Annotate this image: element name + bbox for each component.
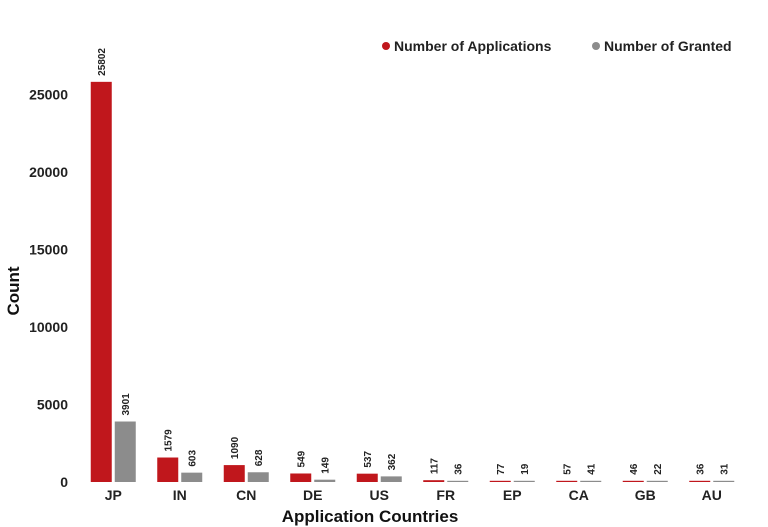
data-label: 362 — [387, 453, 398, 470]
bar-cn-applications — [223, 465, 245, 482]
bar-ep-granted — [513, 480, 535, 482]
bar-ca-granted — [580, 480, 602, 482]
y-tick-label: 15000 — [29, 241, 68, 257]
x-tick-label-us: US — [370, 487, 389, 503]
x-tick-label-ca: CA — [569, 487, 589, 503]
bar-ep-applications — [489, 480, 511, 482]
x-tick-label-fr: FR — [436, 487, 455, 503]
legend-label-granted: Number of Granted — [604, 38, 732, 54]
data-label: 537 — [363, 451, 374, 468]
data-labels: 25802 3901 1579 603 1090 628 549 149 537 362 117 36… — [97, 48, 731, 475]
legend-swatch-granted — [592, 42, 600, 50]
x-tick-label-in: IN — [173, 487, 187, 503]
y-tick-label: 25000 — [29, 86, 68, 102]
legend-label-applications: Number of Applications — [394, 38, 552, 54]
data-label: 25802 — [97, 48, 108, 76]
y-tick-label: 5000 — [37, 396, 68, 412]
x-tick-label-cn: CN — [236, 487, 256, 503]
x-axis-title: Application Countries — [282, 507, 459, 526]
data-label: 149 — [320, 457, 331, 474]
y-tick-label: 10000 — [29, 319, 68, 335]
bar-us-applications — [356, 473, 378, 482]
data-label: 549 — [296, 450, 307, 467]
y-axis-title: Count — [4, 266, 23, 315]
bar-de-granted — [314, 479, 336, 482]
bar-au-granted — [713, 480, 735, 482]
bar-fr-granted — [447, 480, 469, 482]
bar-gb-applications — [622, 480, 644, 482]
data-label: 77 — [496, 463, 507, 475]
bar-fr-applications — [423, 480, 445, 482]
data-label: 36 — [695, 463, 706, 475]
x-tick-label-gb: GB — [635, 487, 656, 503]
data-label: 31 — [719, 463, 730, 475]
bar-jp-granted — [114, 421, 136, 482]
x-tick-label-jp: JP — [105, 487, 122, 503]
x-axis: JP IN CN DE US FR EP CA GB AU — [105, 487, 722, 503]
legend-swatch-applications — [382, 42, 390, 50]
data-label: 19 — [520, 463, 531, 475]
y-axis: 0 5000 10000 15000 20000 25000 — [29, 86, 68, 490]
y-tick-label: 0 — [60, 474, 68, 490]
bar-gb-granted — [646, 480, 668, 482]
data-label: 36 — [453, 463, 464, 475]
bar-us-granted — [380, 476, 402, 482]
x-tick-label-de: DE — [303, 487, 322, 503]
data-label: 1579 — [163, 429, 174, 452]
bar-jp-applications — [90, 81, 112, 483]
bar-in-granted — [181, 472, 203, 482]
x-tick-label-au: AU — [702, 487, 722, 503]
bar-au-applications — [689, 480, 711, 482]
bar-in-applications — [157, 457, 179, 482]
bar-de-applications — [290, 473, 312, 482]
data-label: 57 — [562, 463, 573, 475]
data-label: 628 — [254, 449, 265, 466]
legend: Number of Applications Number of Granted — [382, 38, 732, 54]
data-label: 46 — [629, 463, 640, 475]
bar-ca-applications — [556, 480, 578, 482]
bars — [90, 81, 735, 483]
x-tick-label-ep: EP — [503, 487, 522, 503]
data-label: 1090 — [230, 436, 241, 459]
data-label: 41 — [586, 463, 597, 475]
data-label: 603 — [187, 450, 198, 467]
bar-cn-granted — [247, 472, 269, 482]
data-label: 117 — [429, 458, 440, 475]
data-label: 3901 — [121, 393, 132, 416]
y-tick-label: 20000 — [29, 164, 68, 180]
data-label: 22 — [653, 463, 664, 475]
